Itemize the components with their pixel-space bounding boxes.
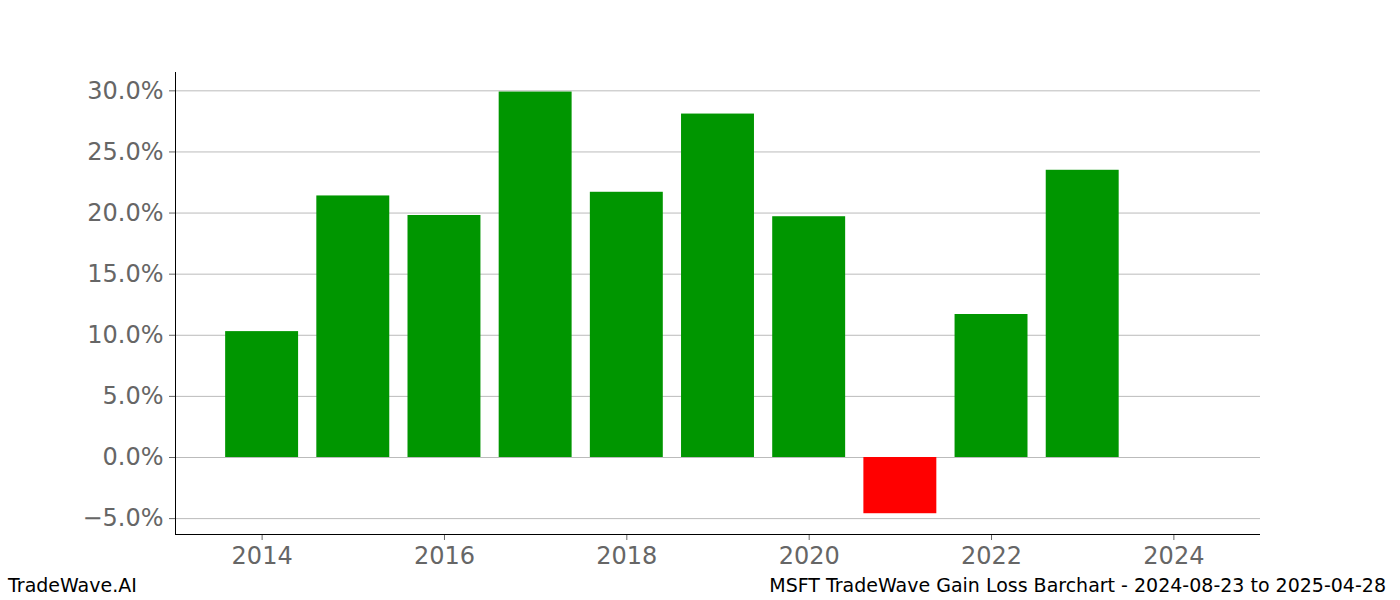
svg-text:2022: 2022 — [961, 542, 1022, 570]
svg-text:2020: 2020 — [779, 542, 840, 570]
svg-text:2016: 2016 — [414, 542, 475, 570]
svg-text:30.0%: 30.0% — [87, 77, 163, 105]
svg-text:10.0%: 10.0% — [87, 321, 163, 349]
svg-text:0.0%: 0.0% — [103, 443, 164, 471]
svg-text:2018: 2018 — [596, 542, 657, 570]
svg-text:5.0%: 5.0% — [103, 382, 164, 410]
svg-text:20.0%: 20.0% — [87, 199, 163, 227]
svg-text:2024: 2024 — [1143, 542, 1204, 570]
svg-text:15.0%: 15.0% — [87, 260, 163, 288]
svg-text:2014: 2014 — [232, 542, 293, 570]
html-text:MSFT TradeWave Gain Loss Barch: MSFT TradeWave Gain Loss Barchart - 2024… — [769, 574, 1386, 596]
svg-text:25.0%: 25.0% — [87, 138, 163, 166]
svg-text:−5.0%: −5.0% — [82, 504, 163, 532]
html-text:TradeWave.AI: TradeWave.AI — [8, 574, 137, 596]
